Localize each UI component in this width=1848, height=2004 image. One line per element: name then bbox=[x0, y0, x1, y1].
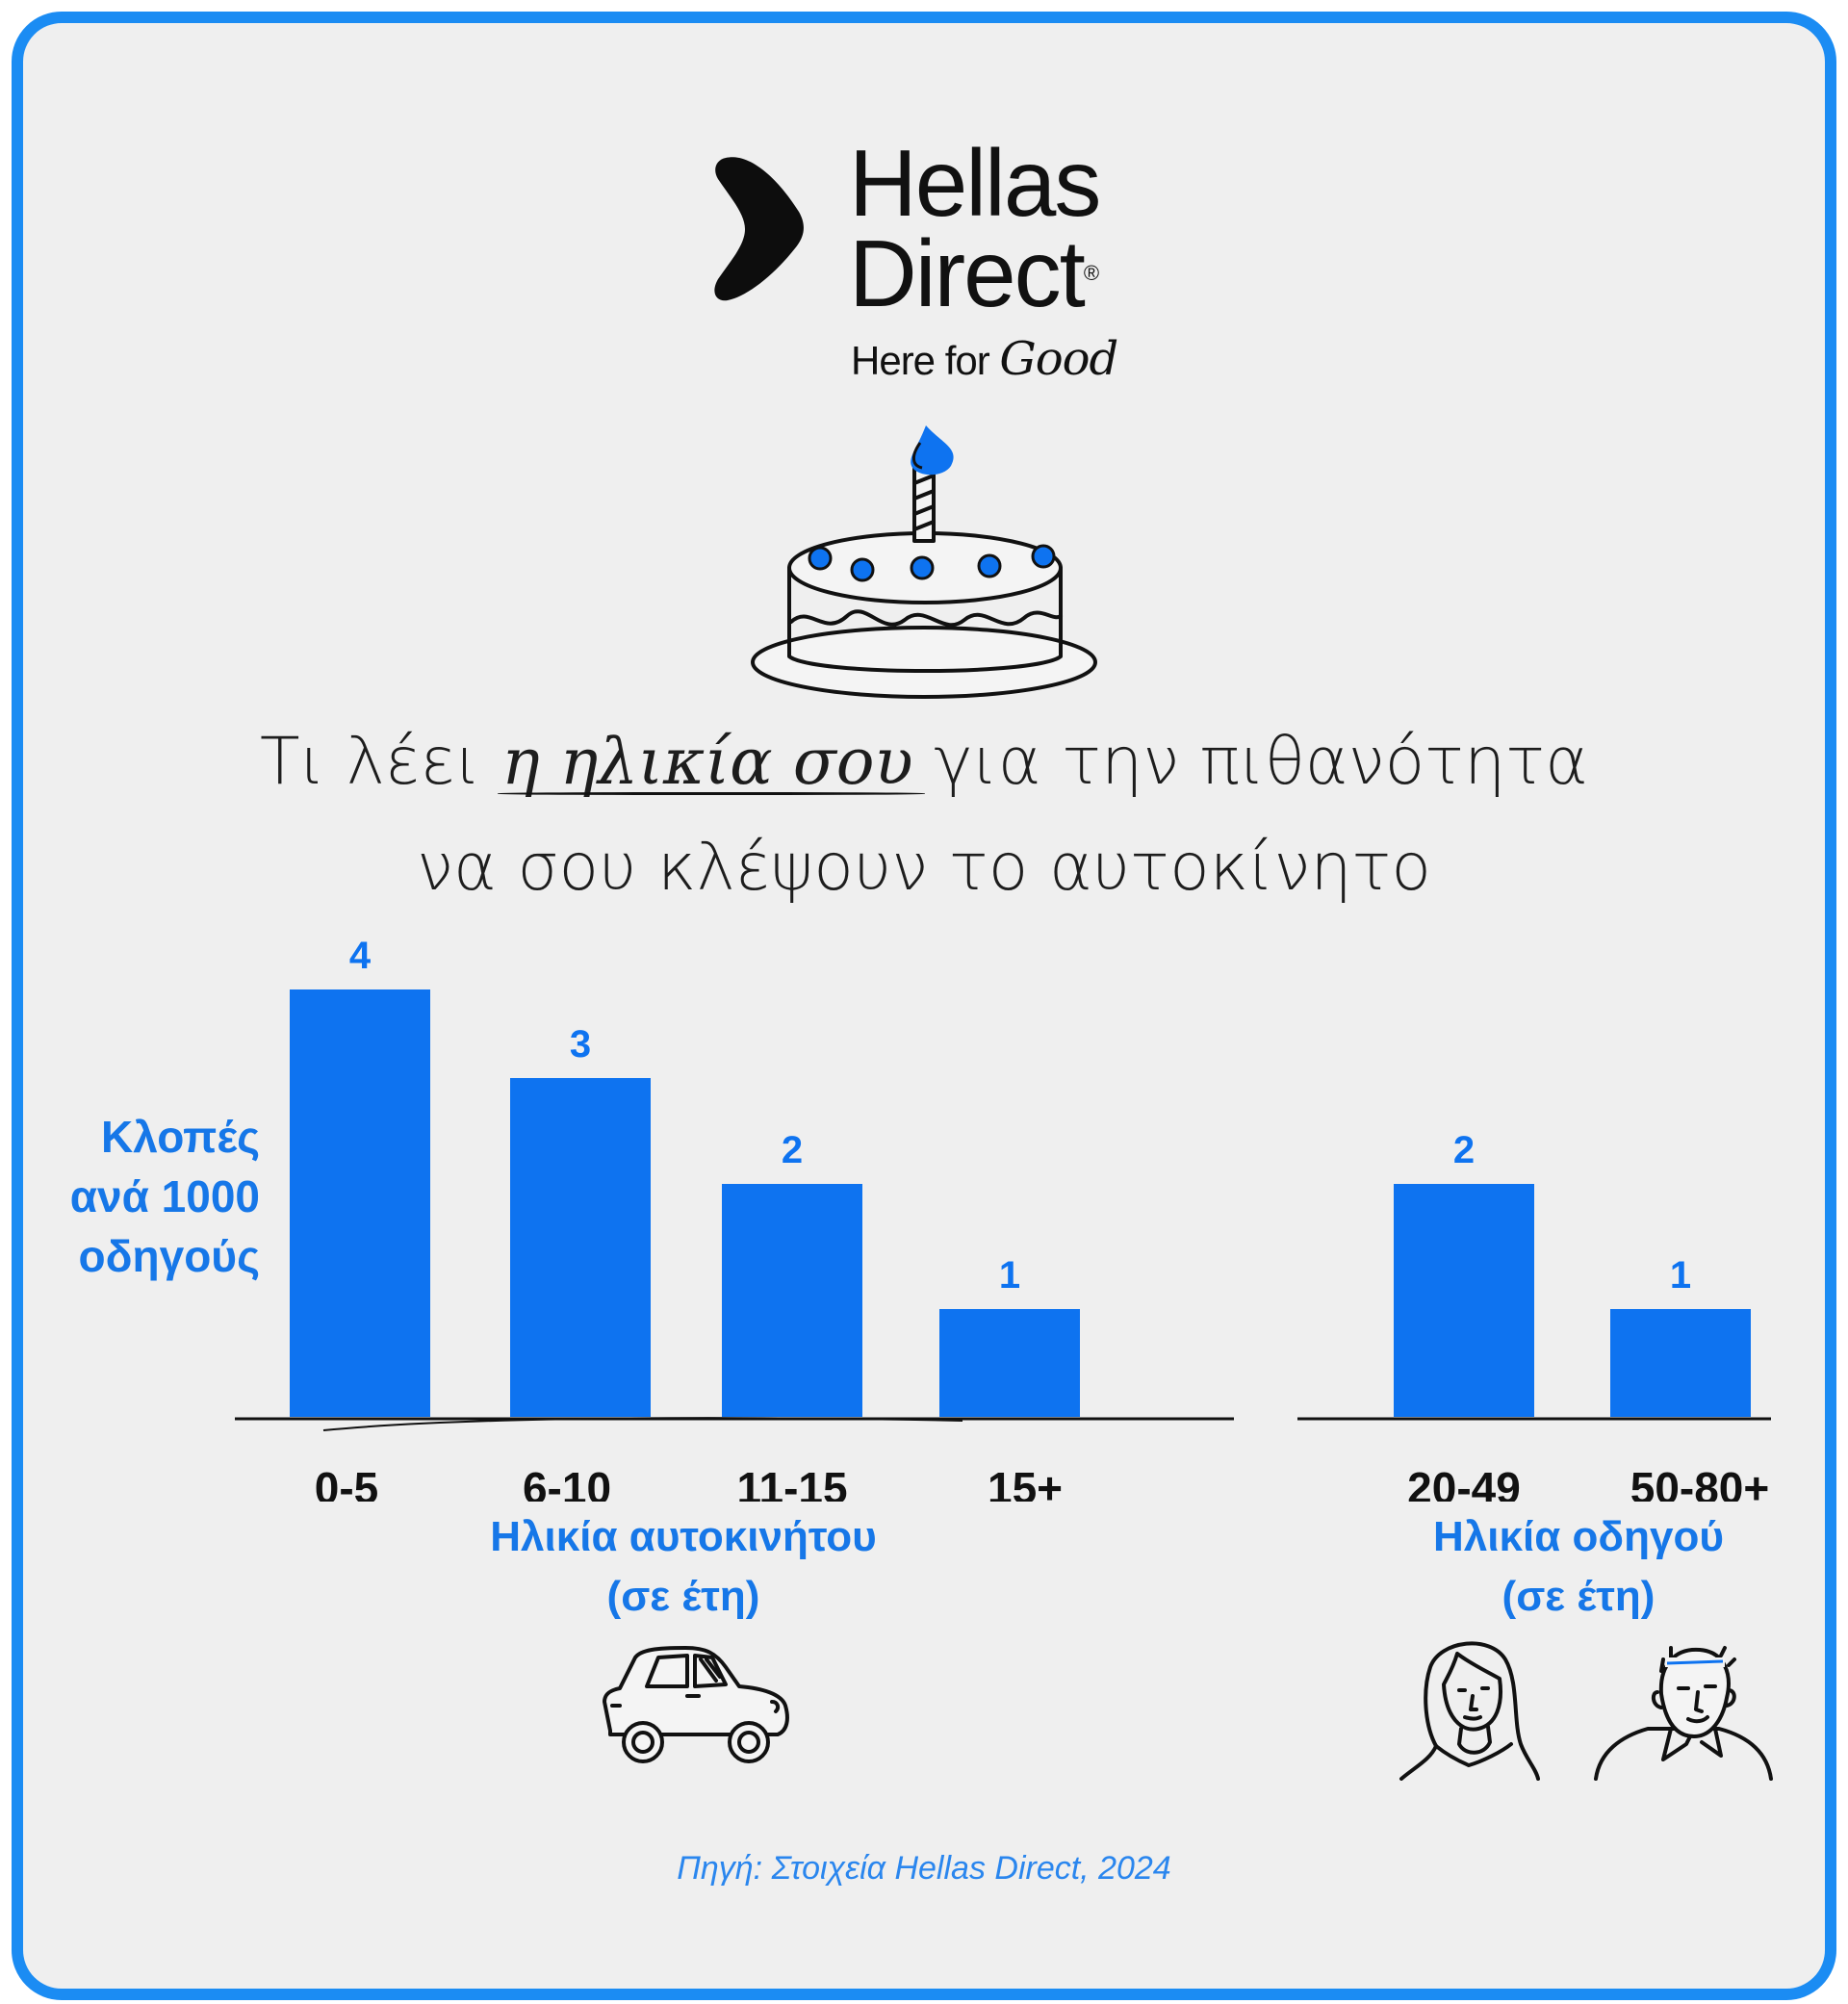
bar-20-49 bbox=[1394, 1184, 1534, 1417]
tick-label-50-80+: 50-80+ bbox=[1630, 1463, 1770, 1502]
tagline-script: Good bbox=[999, 332, 1118, 386]
brand-name-line1: Hellas bbox=[849, 130, 1101, 236]
tick-label-6-10: 6-10 bbox=[523, 1463, 611, 1502]
source-note: Πηγή: Στοιχεία Hellas Direct, 2024 bbox=[677, 1850, 1171, 1887]
y-axis-label: Κλοπές ανά 1000 οδηγούς bbox=[69, 1112, 260, 1281]
axis-swash bbox=[322, 1417, 963, 1431]
driver-age-chart: 2 20-49 1 50-80+ bbox=[1297, 1129, 1771, 1502]
data-label-11-15: 2 bbox=[782, 1129, 803, 1171]
data-label-0-5: 4 bbox=[349, 935, 372, 977]
birthday-cake-icon bbox=[751, 425, 1097, 699]
bar-50-80+ bbox=[1610, 1309, 1751, 1417]
chevron-logo-icon bbox=[714, 157, 804, 301]
bar-6-10 bbox=[510, 1078, 651, 1417]
young-woman-icon bbox=[1399, 1641, 1540, 1781]
brand-name-line2: Direct® bbox=[849, 220, 1100, 326]
bar-0-5 bbox=[290, 989, 430, 1417]
tick-label-11-15: 11-15 bbox=[736, 1463, 847, 1502]
bar-15+ bbox=[939, 1309, 1080, 1417]
car-age-chart: 4 0-5 3 6-10 2 11-15 1 15+ bbox=[235, 935, 1234, 1502]
data-label-50-80+: 1 bbox=[1670, 1254, 1691, 1297]
tick-label-0-5: 0-5 bbox=[315, 1463, 378, 1502]
headline-line2: να σου κλέψουν το αυτοκίνητο bbox=[416, 830, 1432, 906]
registered-mark: ® bbox=[1083, 261, 1100, 285]
car-icon bbox=[603, 1646, 789, 1763]
x-axis-title-car-age: Ηλικία αυτοκινήτου (σε έτη) bbox=[490, 1513, 877, 1620]
headline-line1: Τι λέει η ηλικία σου για την πιθανότητα bbox=[260, 724, 1588, 800]
data-label-6-10: 3 bbox=[570, 1023, 591, 1066]
headline-handwritten: η ηλικία σου bbox=[498, 725, 925, 799]
data-label-15+: 1 bbox=[999, 1254, 1020, 1297]
data-label-20-49: 2 bbox=[1453, 1129, 1475, 1171]
tick-label-20-49: 20-49 bbox=[1407, 1463, 1521, 1502]
bar-11-15 bbox=[722, 1184, 862, 1417]
x-axis-title-driver-age: Ηλικία οδηγού (σε έτη) bbox=[1433, 1513, 1724, 1620]
brand-tagline: Here for Good bbox=[851, 332, 1118, 386]
older-man-icon bbox=[1594, 1646, 1773, 1781]
bar-charts: 4 0-5 3 6-10 2 11-15 1 15+ 2 20-49 1 50-80+ bbox=[235, 935, 1771, 1502]
tick-label-15+: 15+ bbox=[988, 1463, 1063, 1502]
